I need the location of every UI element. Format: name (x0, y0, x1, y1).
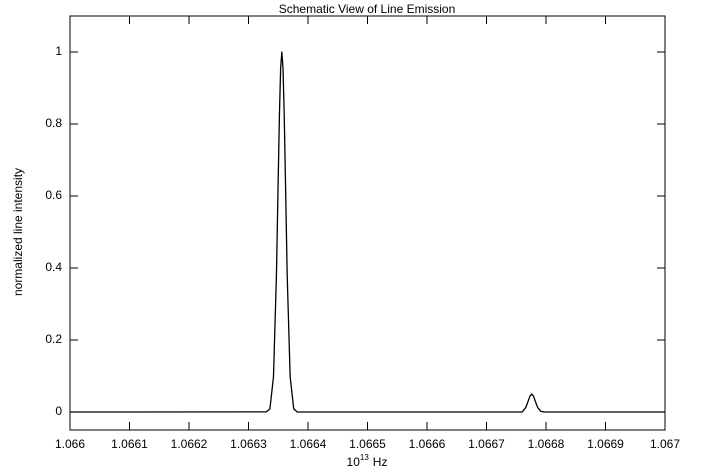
x-label-base: 10 (347, 455, 361, 469)
x-tick-label: 1.0661 (111, 437, 148, 451)
x-label-unit: Hz (373, 455, 388, 469)
x-tick-label: 1.0667 (468, 437, 505, 451)
x-tick-label: 1.0664 (290, 437, 327, 451)
x-tick-label: 1.0666 (409, 437, 446, 451)
x-tick-label: 1.0662 (171, 437, 208, 451)
y-tick-label: 0 (55, 404, 62, 418)
y-tick-label: 0.2 (45, 332, 62, 346)
y-axis-label: normalized line intensity (11, 168, 25, 296)
x-tick-label: 1.0665 (349, 437, 386, 451)
chart-title: Schematic View of Line Emission (279, 2, 456, 16)
x-label-superscript: 13 (360, 453, 369, 462)
y-tick-label: 0.6 (45, 188, 62, 202)
y-tick-label: 0.8 (45, 116, 62, 130)
y-tick-label: 1 (55, 44, 62, 58)
x-tick-label: 1.066 (55, 437, 85, 451)
x-tick-label: 1.0663 (230, 437, 267, 451)
x-axis-label: 1013 Hz (347, 453, 388, 469)
line-series (69, 51, 665, 413)
x-tick-label: 1.067 (650, 437, 680, 451)
y-tick-label: 0.4 (45, 260, 62, 274)
x-tick-label: 1.0668 (528, 437, 565, 451)
plot-frame (69, 15, 666, 431)
x-tick-label: 1.0669 (587, 437, 624, 451)
